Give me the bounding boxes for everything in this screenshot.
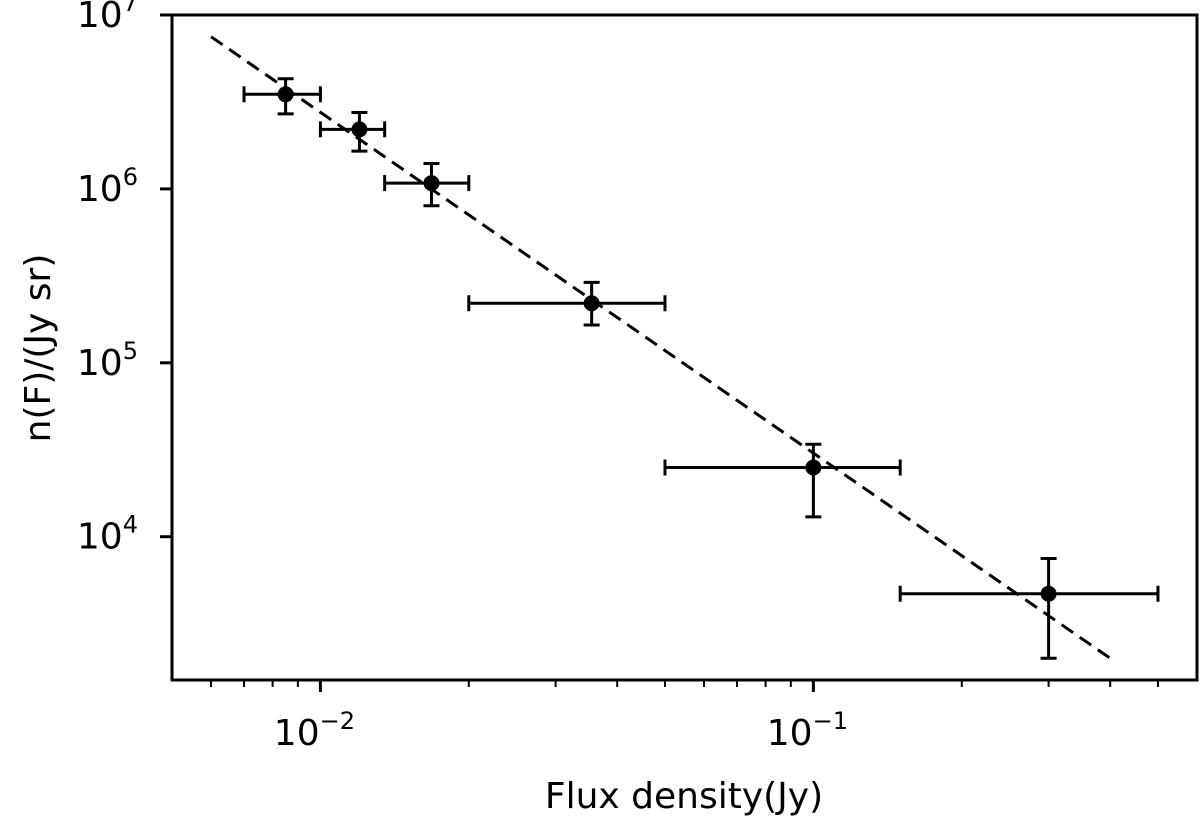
data-point (583, 295, 600, 312)
data-point (277, 86, 294, 103)
y-tick-exponent: 4 (123, 511, 138, 539)
data-point (805, 459, 822, 476)
x-tick-exponent: −1 (813, 707, 848, 735)
data-point-group (898, 556, 1160, 660)
y-tick-label: 106 (77, 163, 138, 210)
plot-frame (170, 13, 1199, 682)
y-tick-exponent: 6 (123, 163, 138, 191)
x-tick-base: 10 (274, 713, 320, 754)
data-point-group (242, 77, 322, 116)
data-points (242, 77, 1160, 660)
y-tick-label: 107 (77, 0, 138, 36)
y-tick-base: 10 (77, 343, 123, 384)
x-tick-base: 10 (767, 713, 813, 754)
x-tick-exponent: −2 (320, 707, 355, 735)
data-point-group (663, 442, 902, 519)
data-point (351, 121, 368, 138)
x-tick-label: 10−1 (767, 707, 848, 754)
data-point (1040, 585, 1057, 602)
y-tick-exponent: 7 (123, 0, 138, 17)
data-point-group (318, 111, 387, 153)
y-tick-label: 104 (77, 511, 138, 558)
y-tick-base: 10 (77, 169, 123, 210)
major-ticks (160, 13, 815, 692)
data-point-group (467, 280, 667, 327)
x-tick-label: 10−2 (274, 707, 355, 754)
data-point (423, 175, 440, 192)
y-tick-base: 10 (77, 0, 123, 36)
x-axis-label: Flux density(Jy) (545, 776, 823, 817)
y-tick-exponent: 5 (123, 337, 138, 365)
y-tick-label: 105 (77, 337, 138, 384)
data-point-group (383, 161, 471, 208)
y-axis-label: n(F)/(Jy sr) (18, 254, 59, 443)
y-tick-base: 10 (77, 517, 123, 558)
